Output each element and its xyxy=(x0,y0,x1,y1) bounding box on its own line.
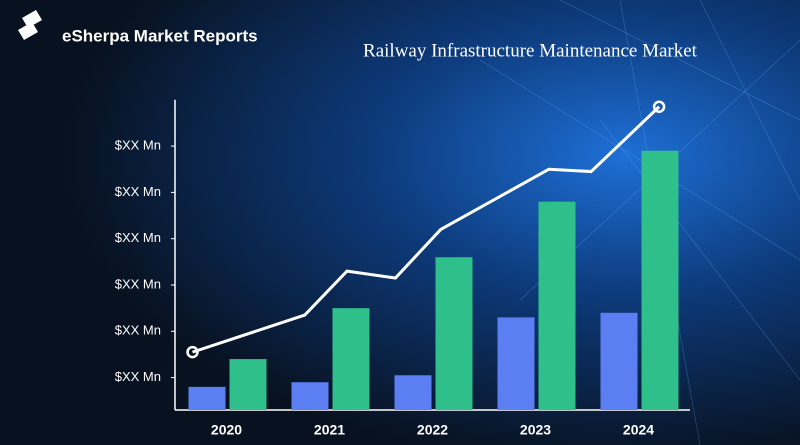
bar xyxy=(435,257,473,410)
y-tick-label: $XX Mn xyxy=(115,230,161,245)
bar xyxy=(641,150,679,410)
logo xyxy=(18,10,42,40)
bar xyxy=(394,375,432,410)
x-tick-label: 2024 xyxy=(623,422,654,438)
bar xyxy=(229,359,267,410)
y-tick-label: $XX Mn xyxy=(115,276,161,291)
bar xyxy=(497,317,535,410)
x-tick-label: 2020 xyxy=(211,422,242,438)
bar xyxy=(188,386,226,410)
y-tick-label: $XX Mn xyxy=(115,184,161,199)
trend-line xyxy=(192,105,661,354)
bar xyxy=(332,308,370,410)
y-tick-label: $XX Mn xyxy=(115,323,161,338)
brand: eSherpa Market Reports xyxy=(62,26,258,45)
bar xyxy=(291,382,329,410)
bar xyxy=(538,201,576,410)
y-tick-label: $XX Mn xyxy=(115,138,161,153)
bar xyxy=(600,312,638,410)
trend-end-marker xyxy=(186,345,199,359)
trend-end-marker xyxy=(652,100,666,113)
y-tick-label: $XX Mn xyxy=(115,369,161,384)
x-tick-label: 2022 xyxy=(417,422,448,438)
x-tick-label: 2021 xyxy=(314,422,345,438)
chart-title: Railway Infrastructure Maintenance Marke… xyxy=(363,40,698,61)
x-tick-label: 2023 xyxy=(520,422,551,438)
